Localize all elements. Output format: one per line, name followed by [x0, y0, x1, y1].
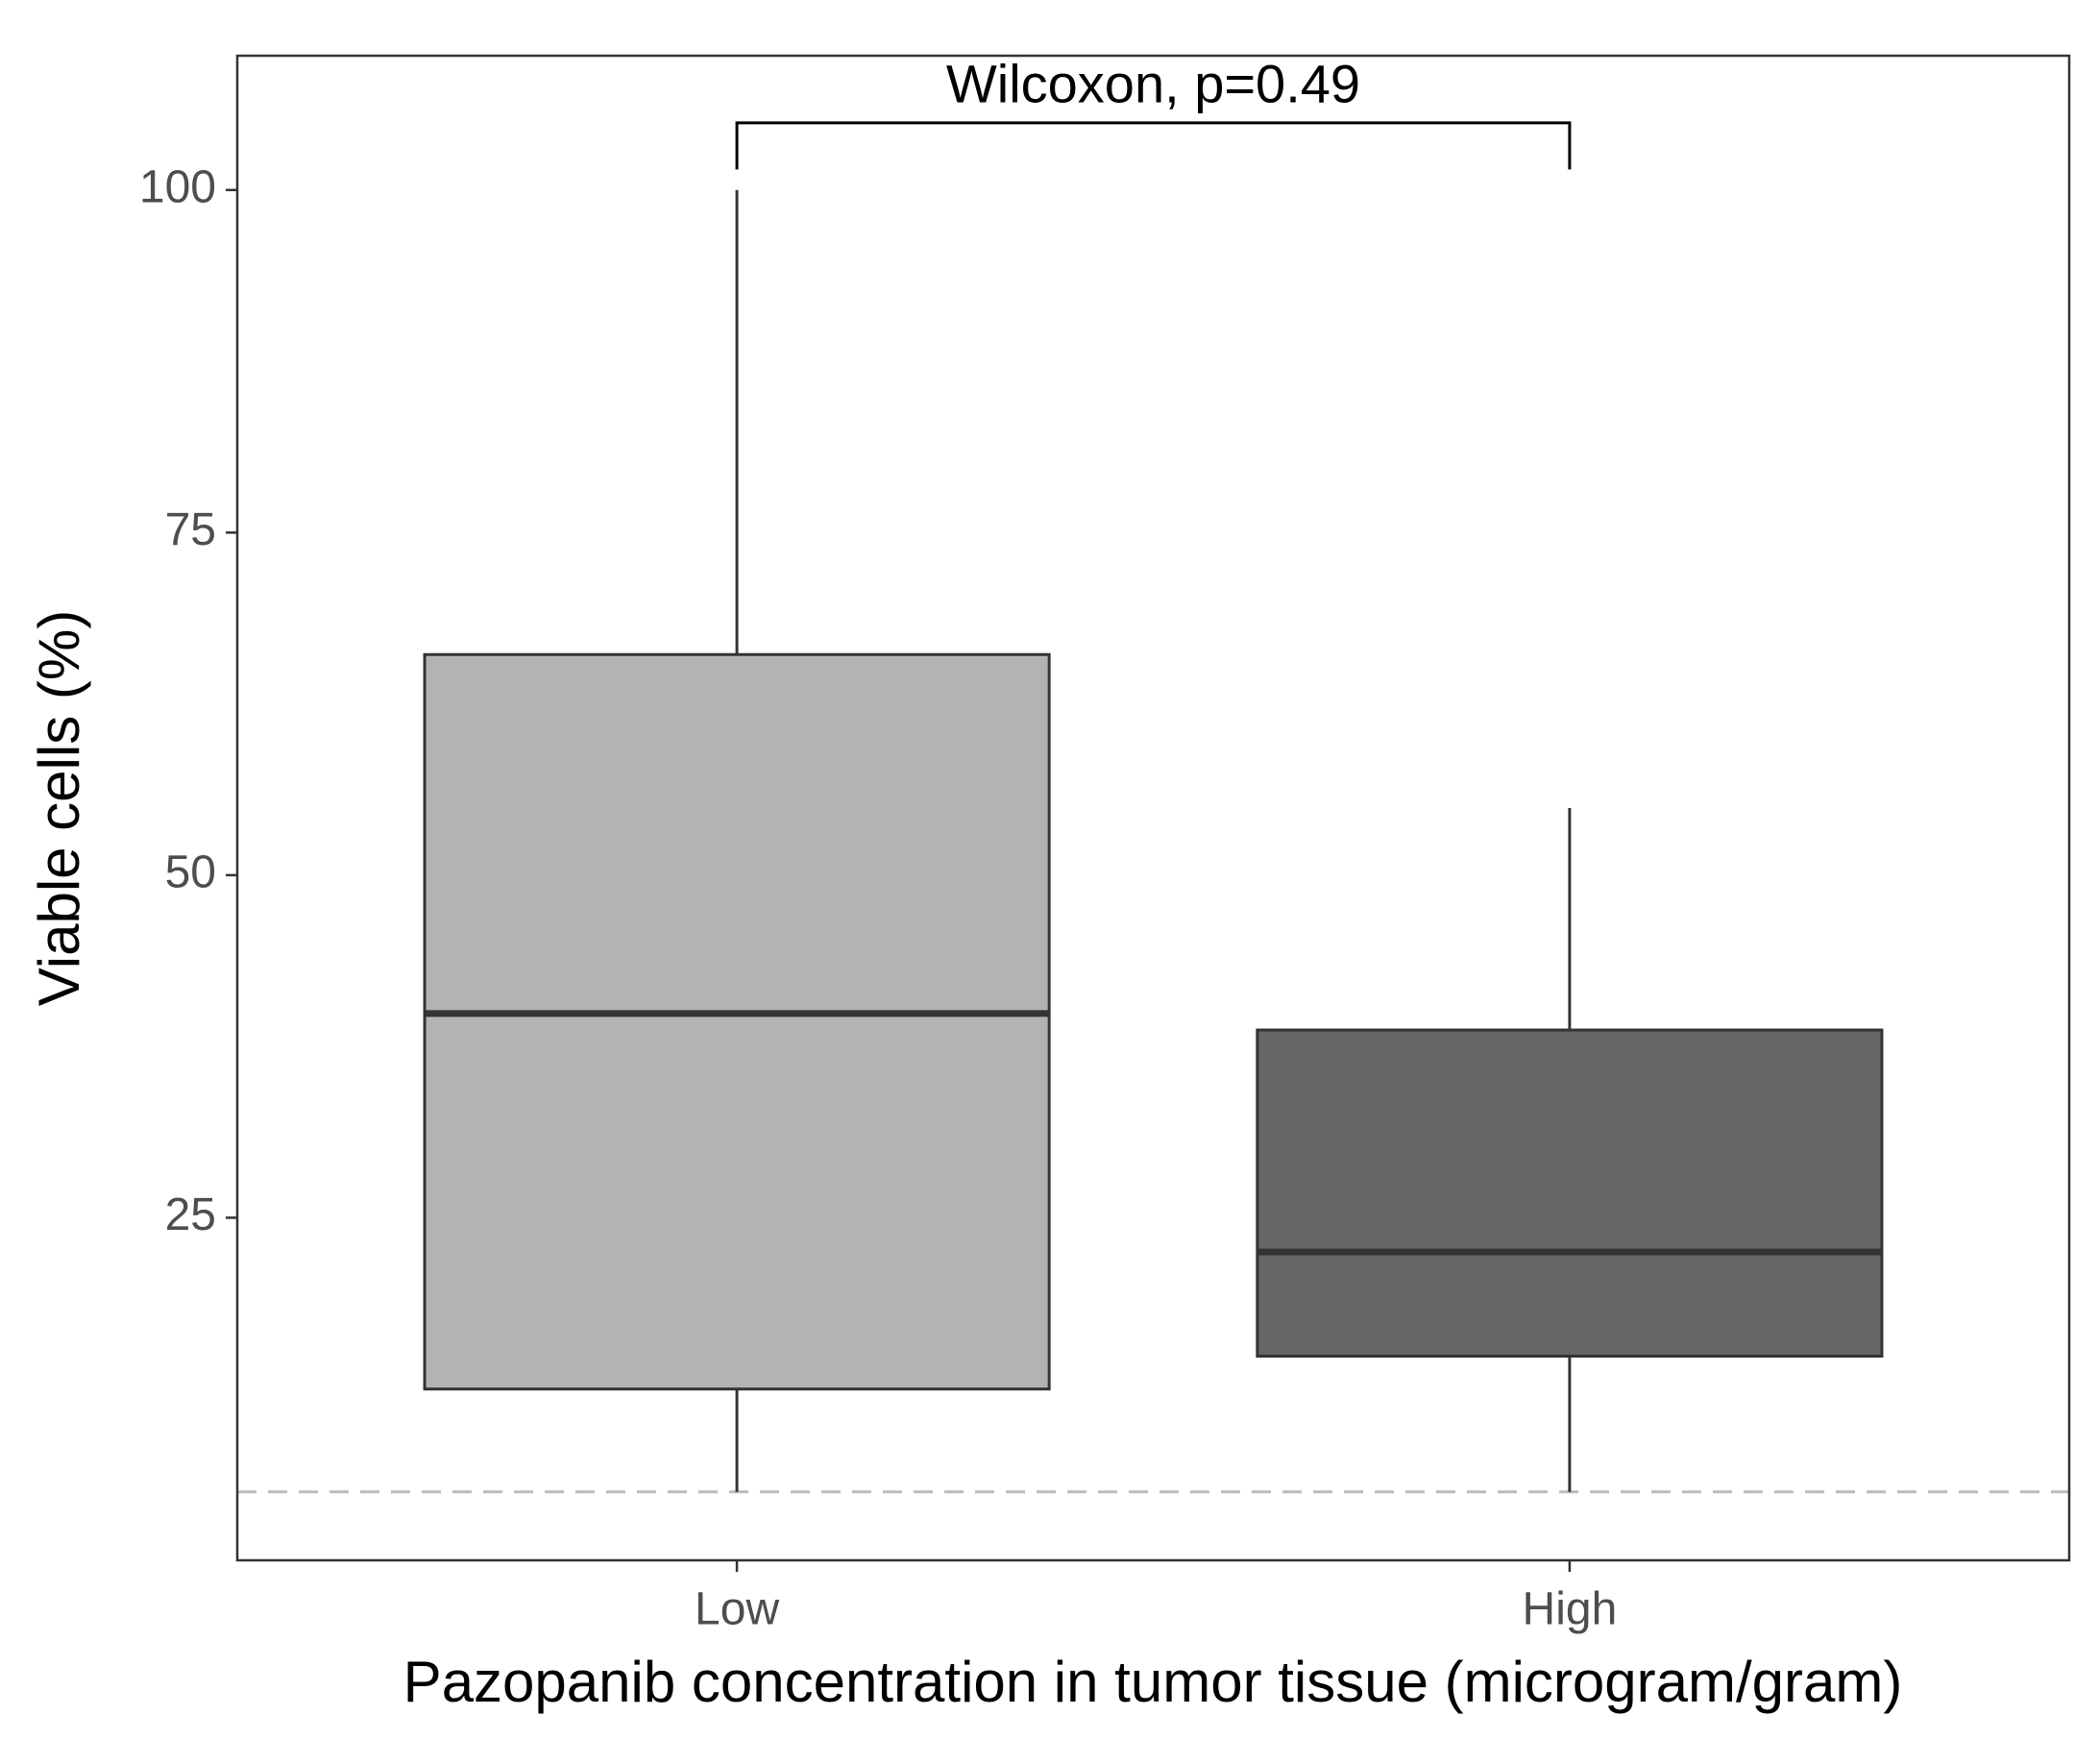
- significance-label: Wilcoxon, p=0.49: [946, 54, 1360, 114]
- significance-bracket: [735, 121, 1572, 170]
- x-tick-label: High: [1523, 1584, 1618, 1635]
- x-axis-title: Pazopanib concentration in tumor tissue …: [403, 1650, 1903, 1714]
- y-tick-label: 100: [139, 161, 216, 212]
- x-tick-label: Low: [695, 1584, 779, 1635]
- box: [423, 652, 1051, 1391]
- y-tick-label: 75: [165, 504, 216, 555]
- y-tick-label: 25: [165, 1189, 216, 1240]
- box: [1256, 1028, 1884, 1358]
- y-tick-label: 50: [165, 847, 216, 898]
- y-axis-title: Viable cells (%): [27, 610, 91, 1006]
- panel-border: [235, 54, 2071, 1562]
